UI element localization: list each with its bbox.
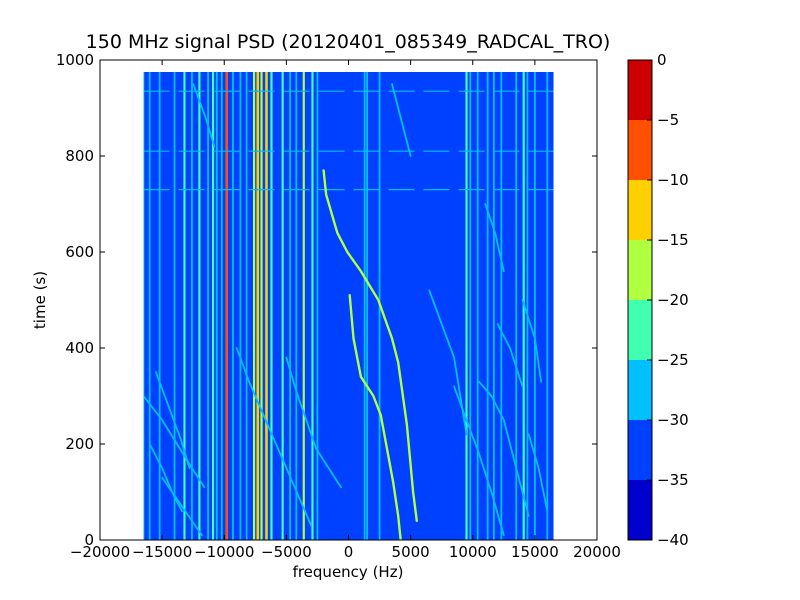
colorbar-segment <box>628 180 652 240</box>
vertical-trace <box>143 72 145 540</box>
vertical-trace <box>260 72 263 540</box>
y-tick-label: 600 <box>65 243 94 261</box>
x-axis-label: frequency (Hz) <box>293 563 404 581</box>
vertical-trace <box>515 72 518 540</box>
vertical-trace <box>316 72 319 540</box>
drifting-trace <box>348 294 402 540</box>
vertical-trace <box>183 72 186 540</box>
colorbar-tick-label: −5 <box>657 111 679 129</box>
colorbar: −40 −35 −30 −25 −20 −15 −10 −5 0 <box>627 51 689 549</box>
x-tick-label: −10000 <box>194 543 254 561</box>
vertical-trace <box>225 72 229 540</box>
colorbar-segment <box>628 120 652 180</box>
vertical-trace <box>270 72 273 540</box>
x-tick-label: 5000 <box>392 543 430 561</box>
vertical-trace <box>366 72 369 540</box>
x-tick-label: −15000 <box>132 543 192 561</box>
vertical-trace <box>245 72 248 540</box>
vertical-trace <box>215 72 218 540</box>
drifting-trace <box>154 371 191 469</box>
x-tick-label: −20000 <box>70 543 130 561</box>
x-tick-label: 10000 <box>449 543 497 561</box>
colorbar-tick-label: 0 <box>657 51 667 69</box>
vertical-trace <box>148 72 151 540</box>
drifting-trace <box>322 169 418 522</box>
vertical-trace <box>256 72 260 540</box>
spectrogram-traces <box>143 72 554 540</box>
vertical-trace <box>239 72 242 540</box>
colorbar-segment <box>628 480 652 540</box>
colorbar-segment <box>628 300 652 360</box>
x-tick-label: 0 <box>344 543 354 561</box>
y-axis-label: time (s) <box>31 271 49 329</box>
vertical-trace <box>207 72 209 540</box>
x-tick-label: 15000 <box>511 543 559 561</box>
vertical-trace <box>363 72 366 540</box>
colorbar-tick-label: −20 <box>657 291 689 309</box>
colorbar-tick-label: −35 <box>657 471 689 489</box>
colorbar-tick-label: −25 <box>657 351 689 369</box>
colorbar-tick-label: −10 <box>657 171 689 189</box>
drifting-trace <box>521 299 542 383</box>
drifting-trace <box>453 385 505 537</box>
drifting-trace <box>391 83 412 157</box>
y-tick-label: 0 <box>84 531 94 549</box>
x-tick-label: −5000 <box>261 543 312 561</box>
chart-title: 150 MHz signal PSD (20120401_085349_RADC… <box>86 31 611 53</box>
vertical-trace <box>469 72 472 540</box>
y-tick-label: 1000 <box>56 51 94 69</box>
drifting-trace <box>484 203 505 273</box>
drifting-trace <box>285 356 342 489</box>
vertical-trace <box>289 72 292 540</box>
y-axis: 0 200 400 600 800 1000 <box>56 51 597 549</box>
vertical-trace <box>173 72 176 540</box>
vertical-trace <box>281 72 284 540</box>
drifting-trace <box>161 476 203 537</box>
colorbar-segment <box>628 360 652 420</box>
y-tick-label: 400 <box>65 339 94 357</box>
drifting-trace <box>235 347 313 527</box>
colorbar-tick-label: −40 <box>657 531 689 549</box>
y-tick-label: 200 <box>65 435 94 453</box>
colorbar-segment <box>628 420 652 480</box>
y-tick-label: 800 <box>65 147 94 165</box>
colorbar-tick-label: −30 <box>657 411 689 429</box>
vertical-trace <box>476 72 479 540</box>
vertical-trace <box>220 72 223 540</box>
vertical-trace <box>198 72 201 540</box>
vertical-trace <box>265 72 268 540</box>
vertical-trace <box>158 72 161 540</box>
vertical-trace <box>465 72 468 540</box>
vertical-trace <box>295 72 298 540</box>
vertical-trace <box>533 72 536 540</box>
vertical-trace <box>211 72 215 540</box>
colorbar-segment <box>628 240 652 300</box>
vertical-trace <box>546 72 549 540</box>
vertical-trace <box>302 72 305 540</box>
colorbar-segment <box>628 60 652 120</box>
plot-area <box>99 59 598 541</box>
drifting-trace <box>496 323 524 388</box>
vertical-trace <box>492 72 495 540</box>
vertical-trace <box>500 72 503 540</box>
vertical-trace <box>232 72 234 540</box>
drifting-trace <box>148 443 183 513</box>
vertical-trace <box>191 72 193 540</box>
vertical-trace <box>311 72 314 540</box>
x-axis: −20000 −15000 −10000 −5000 0 5000 10000 15000 20… <box>70 60 621 561</box>
colorbar-tick-label: −15 <box>657 231 689 249</box>
vertical-trace <box>526 72 529 540</box>
drifting-trace <box>192 83 216 148</box>
drifting-trace <box>527 433 549 513</box>
drifting-trace <box>478 380 530 517</box>
spectrogram-background <box>143 72 554 540</box>
vertical-trace <box>252 72 256 540</box>
x-tick-label: 20000 <box>573 543 621 561</box>
vertical-trace <box>486 72 489 540</box>
drifting-trace <box>143 395 206 489</box>
